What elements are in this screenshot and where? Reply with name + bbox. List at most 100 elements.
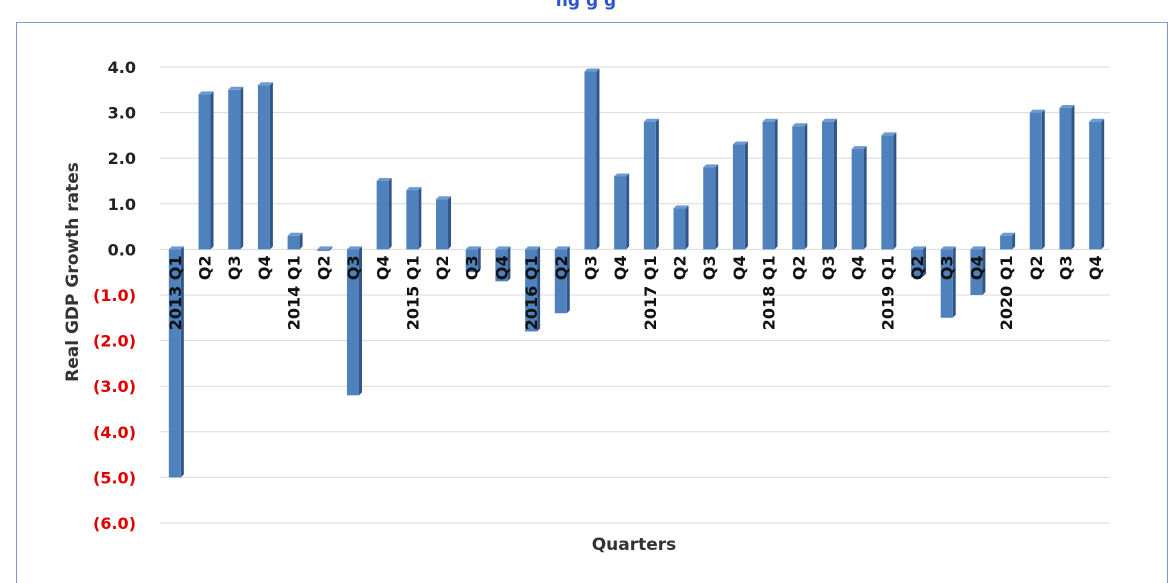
bar-side (923, 246, 927, 277)
bar-top (376, 178, 392, 181)
y-tick-label: (5.0) (93, 468, 136, 487)
bar-top (465, 246, 481, 250)
x-tick-label: Q2 (196, 255, 215, 280)
bar-top (168, 246, 184, 250)
bar-front (762, 121, 775, 250)
bar-top (436, 196, 452, 200)
bar-top (257, 82, 273, 86)
x-tick-label: Q4 (255, 255, 274, 280)
bar-front (317, 249, 330, 251)
bar-top (1089, 118, 1105, 122)
x-tick-label: 2017 Q1 (641, 255, 660, 330)
bar-front (168, 249, 181, 478)
x-tick-label: Q3 (700, 255, 719, 280)
bar (614, 173, 630, 250)
chart-frame (16, 22, 1168, 583)
bar-side (833, 118, 837, 250)
bar-front (257, 85, 270, 250)
x-tick-label: Q2 (671, 255, 690, 280)
bar (168, 246, 184, 478)
bar-front (881, 135, 894, 250)
x-tick-label: Q2 (433, 255, 452, 280)
bar-top (584, 68, 600, 72)
y-tick-label: (3.0) (93, 377, 136, 396)
y-tick-label: (2.0) (93, 332, 136, 351)
bar-front (346, 249, 359, 396)
bar (940, 246, 956, 318)
x-tick-label: 2019 Q1 (878, 255, 897, 330)
bar (436, 196, 452, 250)
bar-side (1071, 105, 1075, 250)
bar-top (732, 141, 748, 145)
bar (287, 232, 303, 250)
bar-front (940, 249, 953, 318)
bar (1059, 105, 1075, 250)
bar-front (821, 121, 834, 250)
bar (317, 246, 333, 251)
bar-top (198, 91, 214, 95)
bar-side (418, 187, 422, 250)
bar-side (537, 246, 541, 332)
bar-top (762, 118, 778, 122)
y-tick-labels: 4.0 3.0 2.0 1.0 0.0 (1.0) (2.0) (3.0) (4.0) (5.0)… (93, 58, 136, 533)
bar-front (495, 249, 508, 282)
x-tick-label: Q2 (1027, 255, 1046, 280)
x-tick-label: Q3 (581, 255, 600, 280)
bar-front (851, 149, 864, 250)
bar (554, 246, 570, 314)
bar-side (388, 178, 392, 250)
bar-front (792, 126, 805, 250)
bar (881, 132, 897, 250)
x-tick-label: Q4 (611, 255, 630, 280)
bar-top (792, 123, 808, 127)
bar-side (952, 246, 956, 318)
x-tick-label: Q2 (314, 255, 333, 280)
bar-side (1041, 109, 1045, 250)
bar (584, 68, 600, 250)
bar (732, 141, 748, 250)
bar (495, 246, 511, 282)
bar-front (198, 94, 211, 250)
x-tick-label: 2020 Q1 (997, 255, 1016, 330)
bar-side (893, 132, 897, 250)
bar-front (970, 249, 983, 295)
bar-front (703, 167, 716, 250)
bar-side (863, 146, 867, 250)
x-tick-label: 2018 Q1 (760, 255, 779, 330)
bar-front (465, 249, 478, 273)
bar-top (525, 246, 541, 250)
bar-front (614, 176, 627, 250)
bar-side (210, 91, 214, 250)
x-tick-label: 2016 Q1 (522, 255, 541, 330)
bar (198, 91, 214, 250)
bar (851, 146, 867, 250)
x-axis-label: Quarters (592, 535, 677, 555)
x-tick-label: Q4 (1086, 255, 1105, 280)
bar-top (970, 246, 986, 250)
bar-side (596, 68, 600, 250)
x-tick-label: Q2 (552, 255, 571, 280)
bar-top (881, 132, 897, 136)
y-tick-label: (1.0) (93, 286, 136, 305)
bar-top (554, 246, 570, 250)
bar (228, 86, 244, 250)
bar-side (180, 246, 184, 478)
bar-side (299, 232, 303, 250)
bar-front (554, 249, 567, 314)
bar-top (703, 164, 719, 168)
bar-side (477, 246, 481, 273)
bar-top (851, 146, 867, 150)
bar-side (804, 123, 808, 250)
bar-front (436, 199, 449, 250)
x-tick-label: Q3 (938, 255, 957, 280)
bar-side (358, 246, 362, 396)
x-tick-label: 2013 Q1 (166, 255, 185, 330)
bar (346, 246, 362, 396)
bar-side (774, 118, 778, 250)
bar (762, 118, 778, 250)
bar-top (406, 187, 422, 191)
bar (911, 246, 927, 277)
bar-side (507, 246, 511, 282)
y-axis-label: Real GDP Growth rates (63, 162, 83, 382)
